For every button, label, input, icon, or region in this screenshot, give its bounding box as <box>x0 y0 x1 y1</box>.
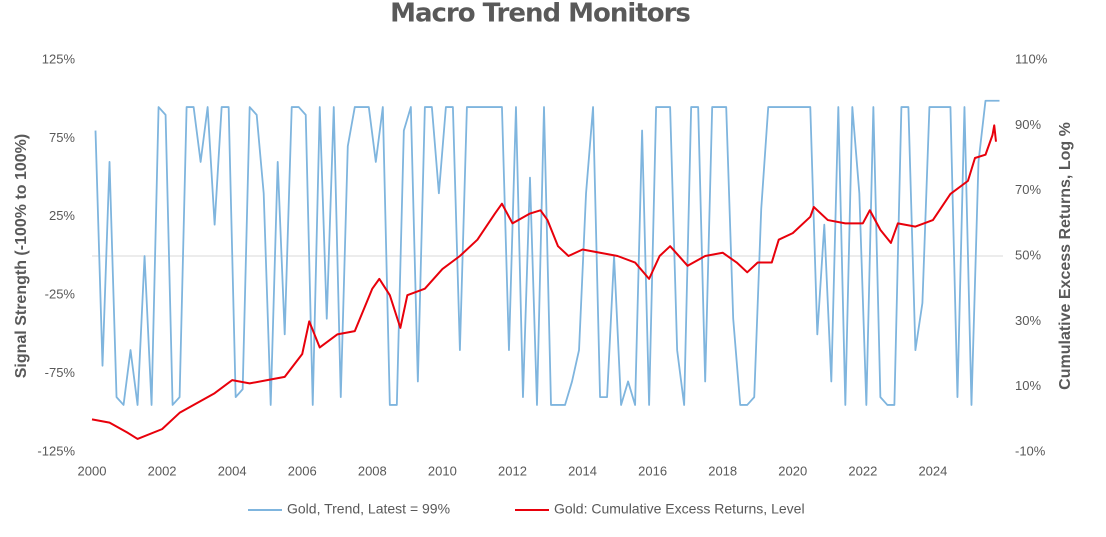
x-tick-label: 2014 <box>568 463 597 478</box>
x-tick-label: 2002 <box>148 463 177 478</box>
y-tick-label: 125% <box>42 51 76 66</box>
x-tick-label: 2024 <box>918 463 947 478</box>
y2-tick-label: 70% <box>1015 182 1041 197</box>
x-tick-label: 2010 <box>428 463 457 478</box>
y-tick-label: -25% <box>45 287 76 302</box>
y2-tick-label: 110% <box>1015 51 1048 66</box>
series-line <box>94 99 1000 406</box>
legend-label: Gold, Trend, Latest = 99% <box>287 501 450 517</box>
chart-title: Macro Trend Monitors <box>390 0 690 29</box>
y2-tick-label: 30% <box>1015 313 1041 328</box>
series-line <box>91 124 997 440</box>
x-tick-label: 2022 <box>848 463 877 478</box>
x-tick-label: 2000 <box>78 463 107 478</box>
y-tick-label: 75% <box>49 130 75 145</box>
legend-label: Gold: Cumulative Excess Returns, Level <box>554 501 805 517</box>
x-tick-label: 2018 <box>708 463 737 478</box>
y2-tick-label: 10% <box>1015 378 1041 393</box>
y-tick-label: -75% <box>45 365 76 380</box>
x-tick-label: 2008 <box>358 463 387 478</box>
y-tick-label: -125% <box>37 443 75 458</box>
y-tick-label: 25% <box>49 208 75 223</box>
y2-tick-label: -10% <box>1015 443 1046 458</box>
x-tick-label: 2012 <box>498 463 527 478</box>
y-axis-title: Signal Strength (-100% to 100%) <box>13 134 30 379</box>
x-tick-label: 2006 <box>288 463 317 478</box>
x-tick-label: 2020 <box>778 463 807 478</box>
y2-tick-label: 50% <box>1015 247 1041 262</box>
y2-axis-title: Cumulative Excess Returns, Log % <box>1057 122 1074 390</box>
x-tick-label: 2016 <box>638 463 667 478</box>
x-tick-label: 2004 <box>218 463 247 478</box>
y2-tick-label: 90% <box>1015 117 1041 132</box>
